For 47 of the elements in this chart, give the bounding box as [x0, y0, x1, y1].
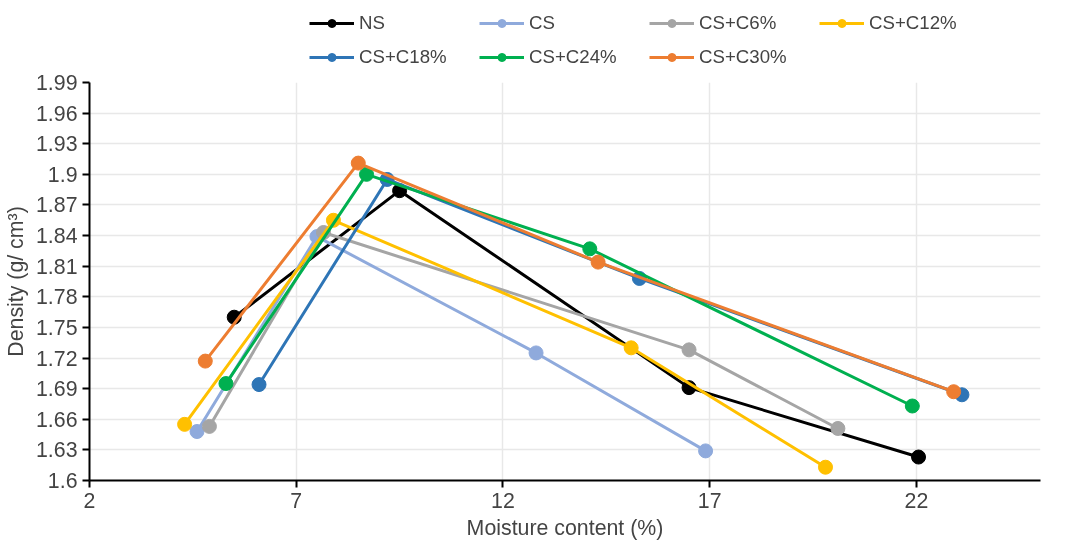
legend-label: CS+C30%: [699, 46, 788, 68]
point: [681, 342, 697, 358]
legend-label: CS+C24%: [529, 46, 618, 68]
x-tick-label: 22: [904, 488, 929, 513]
point: [359, 166, 375, 182]
x-tick-label: 12: [491, 488, 515, 513]
point: [590, 254, 606, 270]
point: [251, 377, 267, 393]
point: [528, 345, 544, 361]
point: [911, 449, 927, 465]
y-tick-label: 1.69: [35, 377, 78, 402]
y-tick-label: 1.93: [35, 132, 78, 157]
point: [197, 353, 213, 369]
point: [698, 443, 714, 459]
point: [623, 340, 639, 356]
point: [218, 376, 234, 392]
point: [582, 241, 598, 257]
legend-label: CS+C18%: [359, 46, 448, 68]
legend-label: CS: [529, 12, 556, 34]
y-tick-label: 1.99: [35, 71, 78, 95]
point: [946, 384, 962, 400]
x-tick-label: 7: [290, 488, 303, 513]
y-tick-label: 1.9: [47, 162, 78, 187]
y-tick-label: 1.75: [35, 315, 78, 340]
point: [904, 398, 920, 414]
x-tick-label: 2: [83, 488, 96, 513]
y-tick-label: 1.87: [35, 193, 78, 218]
y-tick-label: 1.81: [35, 254, 78, 279]
point: [817, 459, 833, 475]
y-tick-label: 1.96: [35, 101, 78, 126]
y-tick-label: 1.84: [35, 224, 78, 249]
point: [201, 418, 217, 434]
y-tick-label: 1.63: [35, 438, 78, 463]
point: [189, 424, 205, 439]
legend-label: CS+C12%: [869, 12, 958, 34]
point: [830, 420, 846, 436]
legend-label: NS: [359, 12, 386, 34]
y-tick-label: 1.66: [35, 407, 78, 432]
legend-label: CS+C6%: [699, 12, 778, 34]
y-tick-label: 1.6: [47, 469, 78, 493]
x-axis-title: Moisture content (%): [466, 515, 664, 540]
y-axis-title: Density (g/ cm³): [3, 206, 28, 357]
x-tick-label: 17: [697, 488, 722, 513]
y-tick-label: 1.78: [35, 285, 78, 310]
point: [350, 155, 366, 171]
point: [177, 416, 193, 432]
y-tick-label: 1.72: [35, 346, 78, 371]
